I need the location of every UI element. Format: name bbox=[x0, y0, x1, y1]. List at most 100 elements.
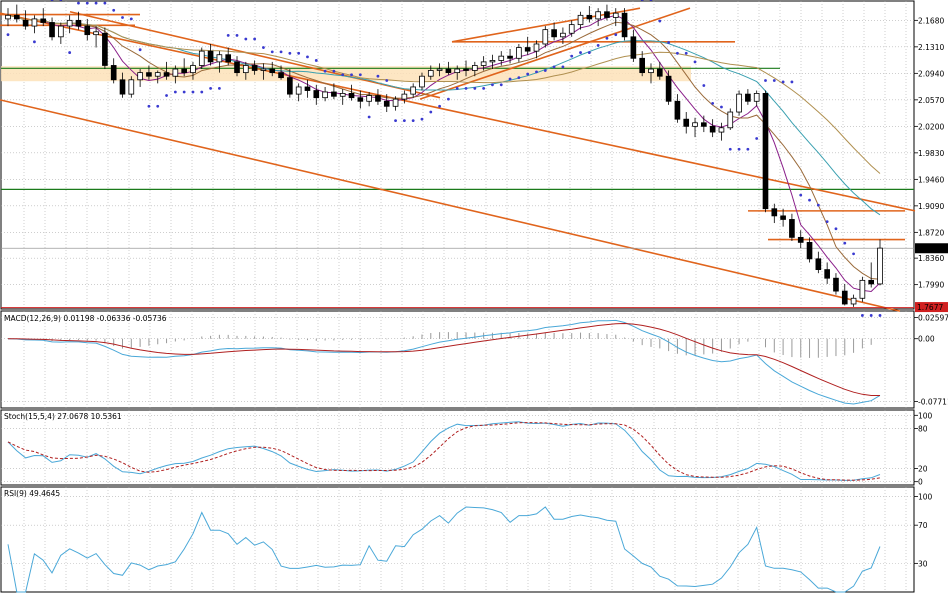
candle-body bbox=[542, 29, 549, 45]
macd-signal-line bbox=[7, 322, 880, 396]
candle-body bbox=[498, 55, 505, 61]
candle-body bbox=[128, 79, 135, 95]
stoch-k-line bbox=[7, 421, 881, 481]
candle-body bbox=[331, 91, 337, 97]
sar-dot bbox=[808, 198, 811, 202]
sar-dot bbox=[402, 119, 406, 123]
sar-dot bbox=[50, 0, 54, 1]
sar-dot bbox=[878, 314, 882, 317]
candle bbox=[463, 60, 469, 77]
candle-body bbox=[260, 68, 267, 71]
candle-body bbox=[789, 219, 795, 238]
candle bbox=[577, 11, 584, 30]
candle bbox=[128, 76, 135, 98]
candle-body bbox=[586, 14, 593, 20]
sar-dot bbox=[755, 137, 759, 140]
candle-body bbox=[93, 31, 99, 36]
candle bbox=[516, 43, 522, 62]
candle-body bbox=[841, 290, 848, 305]
candle-body bbox=[859, 279, 866, 299]
candle bbox=[427, 65, 434, 80]
candle-body bbox=[339, 93, 346, 97]
candle bbox=[683, 112, 690, 134]
candle-body bbox=[410, 86, 416, 95]
sar-dot bbox=[165, 94, 168, 97]
candle-body bbox=[665, 75, 672, 102]
rsi-tick-label: 100 bbox=[918, 493, 933, 502]
sar-dot bbox=[508, 77, 512, 81]
sar-dot bbox=[253, 37, 257, 41]
candle bbox=[58, 22, 64, 44]
candle bbox=[304, 79, 311, 98]
candle-body bbox=[295, 86, 302, 95]
sar-dot bbox=[834, 227, 838, 231]
candle-body bbox=[815, 258, 822, 271]
candle bbox=[216, 51, 223, 73]
candle bbox=[190, 61, 196, 80]
candle-body bbox=[621, 12, 628, 38]
candle-body bbox=[322, 91, 328, 99]
candle bbox=[295, 83, 302, 102]
pane-frame-stoch bbox=[0, 409, 915, 486]
candle bbox=[480, 56, 487, 71]
candle bbox=[639, 51, 646, 77]
stoch-tick-label: 0 bbox=[918, 478, 923, 487]
candle-body bbox=[348, 93, 355, 99]
sar-dot bbox=[209, 86, 212, 90]
candle bbox=[727, 108, 734, 130]
candle bbox=[66, 15, 73, 34]
price-tick-label: 1.9090 bbox=[918, 202, 944, 211]
sar-dot bbox=[94, 1, 98, 5]
sar-dot bbox=[314, 59, 318, 62]
sar-dot bbox=[684, 51, 688, 55]
candle-body bbox=[533, 43, 540, 52]
candle-body bbox=[472, 65, 478, 71]
candle-body bbox=[357, 97, 364, 102]
sar-dot bbox=[68, 51, 72, 54]
candle bbox=[542, 26, 549, 48]
candle bbox=[665, 70, 672, 105]
candle bbox=[560, 27, 566, 44]
stoch-tick-label: 80 bbox=[918, 425, 928, 434]
candle-body bbox=[419, 75, 425, 88]
candle bbox=[410, 83, 416, 98]
candle-body bbox=[524, 47, 531, 52]
price-tick-label: 1.8360 bbox=[918, 254, 944, 263]
candle bbox=[507, 48, 513, 64]
candle bbox=[392, 96, 399, 111]
candle bbox=[612, 8, 619, 27]
candle-body bbox=[877, 247, 883, 285]
sar-dot bbox=[77, 1, 80, 5]
sar-dot bbox=[825, 220, 829, 224]
candle bbox=[841, 283, 848, 306]
candle bbox=[13, 4, 20, 23]
candle-body bbox=[868, 279, 875, 285]
sar-dot bbox=[103, 1, 107, 5]
price-tick-label: 2.0200 bbox=[918, 122, 944, 131]
sar-dot bbox=[676, 51, 679, 55]
candle bbox=[604, 4, 610, 21]
candle bbox=[137, 69, 143, 87]
candle-body bbox=[516, 47, 522, 59]
candle bbox=[339, 89, 346, 105]
candle-body bbox=[824, 269, 830, 279]
sar-dot bbox=[112, 8, 116, 12]
candle bbox=[357, 90, 364, 109]
sar-dot bbox=[59, 0, 63, 1]
candle bbox=[859, 276, 866, 302]
candle-body bbox=[110, 65, 117, 81]
candle-body bbox=[560, 32, 566, 38]
sar-dot bbox=[499, 83, 503, 87]
price-tick-label: 1.9830 bbox=[918, 149, 944, 158]
candle-body bbox=[5, 14, 11, 20]
sar-dot bbox=[429, 110, 433, 114]
candle-body bbox=[692, 122, 698, 127]
candle bbox=[366, 91, 372, 107]
stoch-tick-label: 100 bbox=[918, 411, 933, 420]
sar-dot bbox=[182, 90, 186, 94]
sar-dot bbox=[728, 147, 732, 151]
sar-dot bbox=[764, 79, 767, 82]
candle-body bbox=[639, 57, 646, 74]
